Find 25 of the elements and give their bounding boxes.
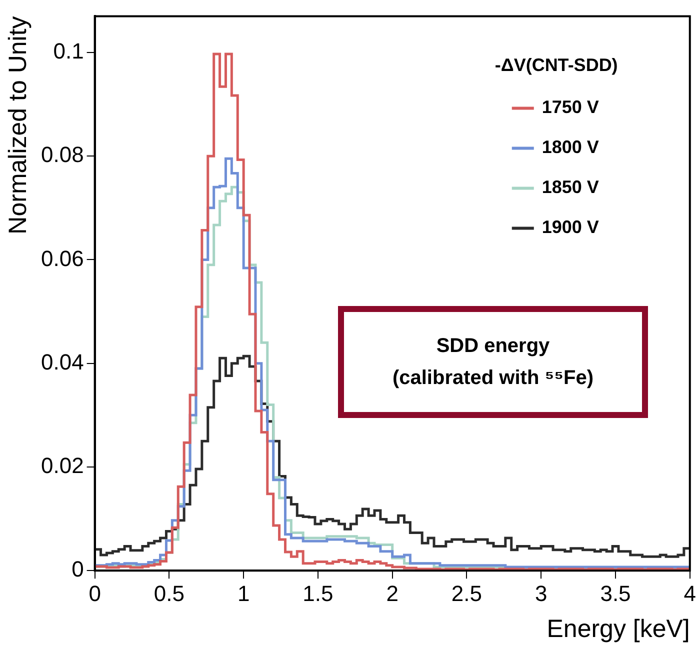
frame: SDD energy (calibrated with ⁵⁵Fe): [338, 306, 648, 418]
x-tick-label: 0: [88, 580, 101, 606]
x-tick-label: 0.5: [154, 580, 184, 606]
legend-title: -ΔV(CNT-SDD): [494, 55, 618, 76]
legend-label: 1800 V: [542, 137, 599, 158]
x-tick-label: 3: [534, 580, 548, 606]
annotation: SDD energy: [436, 334, 550, 359]
x-tick-label: 2: [386, 580, 398, 606]
y-tick-label: 0.04: [40, 349, 84, 374]
x-tick-label: 2.5: [451, 580, 482, 606]
y-axis-title: Normalized to Unity: [4, 16, 32, 234]
legend-label: 1750 V: [542, 97, 599, 118]
legend-label: 1850 V: [542, 177, 599, 198]
x-tick-label: 4: [684, 580, 696, 606]
x-tick-label: 1.5: [302, 580, 334, 606]
x-tick-label: 1: [237, 580, 250, 606]
y-tick-label: 0.1: [53, 38, 84, 64]
legend-label: 1900 V: [542, 217, 599, 238]
y-tick-label: 0: [72, 556, 84, 582]
y-tick-label: 0.02: [40, 453, 84, 478]
annotation: (calibrated with ⁵⁵Fe): [392, 366, 594, 391]
y-tick-label: 0.08: [40, 142, 84, 168]
y-tick-label: 0.06: [40, 246, 84, 271]
x-axis-title: Energy [keV]: [546, 614, 690, 643]
x-tick-label: 3.5: [600, 580, 631, 606]
